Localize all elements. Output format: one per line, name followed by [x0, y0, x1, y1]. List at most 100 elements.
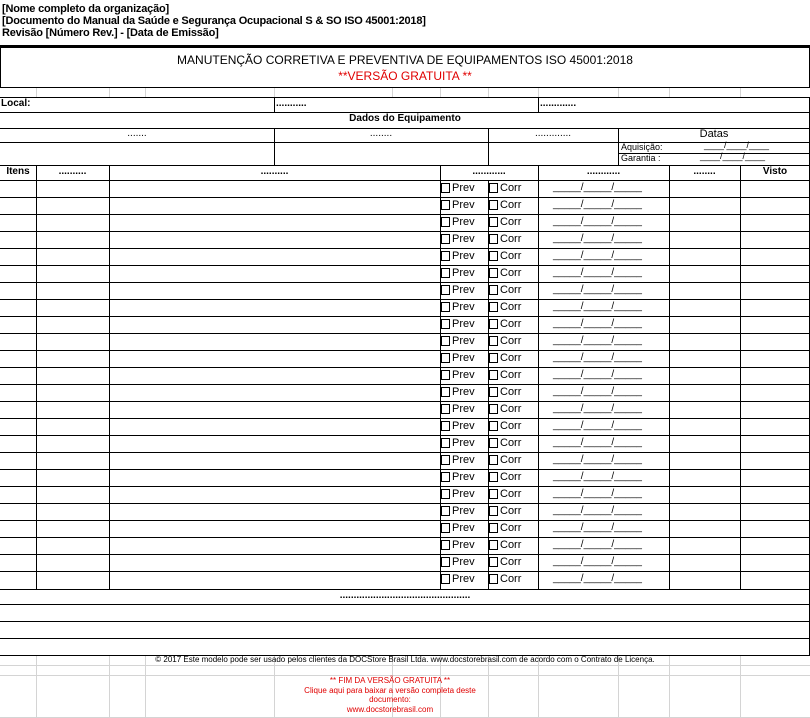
checkbox-icon[interactable]: [489, 370, 498, 380]
date-field[interactable]: _____/_____/_____: [553, 233, 642, 244]
prev-checkbox[interactable]: Prev: [441, 318, 475, 330]
prev-checkbox[interactable]: Prev: [441, 454, 475, 466]
date-field[interactable]: _____/_____/_____: [553, 505, 642, 516]
prev-checkbox[interactable]: Prev: [441, 335, 475, 347]
date-field[interactable]: _____/_____/_____: [553, 284, 642, 295]
date-field[interactable]: _____/_____/_____: [553, 216, 642, 227]
checkbox-icon[interactable]: [489, 523, 498, 533]
date-field[interactable]: _____/_____/_____: [553, 556, 642, 567]
checkbox-icon[interactable]: [441, 438, 450, 448]
prev-checkbox[interactable]: Prev: [441, 182, 475, 194]
corr-checkbox[interactable]: Corr: [489, 182, 521, 194]
checkbox-icon[interactable]: [489, 455, 498, 465]
prev-checkbox[interactable]: Prev: [441, 420, 475, 432]
warranty-date[interactable]: ____/____/____: [700, 151, 766, 161]
date-field[interactable]: _____/_____/_____: [553, 488, 642, 499]
date-field[interactable]: _____/_____/_____: [553, 539, 642, 550]
checkbox-icon[interactable]: [489, 319, 498, 329]
date-field[interactable]: _____/_____/_____: [553, 250, 642, 261]
checkbox-icon[interactable]: [441, 285, 450, 295]
checkbox-icon[interactable]: [441, 268, 450, 278]
checkbox-icon[interactable]: [489, 353, 498, 363]
checkbox-icon[interactable]: [441, 183, 450, 193]
local-field-2[interactable]: ...........: [276, 98, 307, 109]
date-field[interactable]: _____/_____/_____: [553, 420, 642, 431]
corr-checkbox[interactable]: Corr: [489, 471, 521, 483]
date-field[interactable]: _____/_____/_____: [553, 437, 642, 448]
corr-checkbox[interactable]: Corr: [489, 267, 521, 279]
checkbox-icon[interactable]: [489, 336, 498, 346]
checkbox-icon[interactable]: [489, 234, 498, 244]
corr-checkbox[interactable]: Corr: [489, 318, 521, 330]
corr-checkbox[interactable]: Corr: [489, 301, 521, 313]
checkbox-icon[interactable]: [489, 268, 498, 278]
checkbox-icon[interactable]: [441, 217, 450, 227]
corr-checkbox[interactable]: Corr: [489, 335, 521, 347]
corr-checkbox[interactable]: Corr: [489, 488, 521, 500]
checkbox-icon[interactable]: [441, 523, 450, 533]
corr-checkbox[interactable]: Corr: [489, 454, 521, 466]
corr-checkbox[interactable]: Corr: [489, 199, 521, 211]
checkbox-icon[interactable]: [441, 234, 450, 244]
corr-checkbox[interactable]: Corr: [489, 216, 521, 228]
download-link[interactable]: ** FIM DA VERSÃO GRATUITA ** Clique aqui…: [250, 676, 530, 714]
prev-checkbox[interactable]: Prev: [441, 386, 475, 398]
corr-checkbox[interactable]: Corr: [489, 522, 521, 534]
checkbox-icon[interactable]: [441, 370, 450, 380]
checkbox-icon[interactable]: [489, 421, 498, 431]
checkbox-icon[interactable]: [441, 557, 450, 567]
corr-checkbox[interactable]: Corr: [489, 573, 521, 585]
date-field[interactable]: _____/_____/_____: [553, 267, 642, 278]
date-field[interactable]: _____/_____/_____: [553, 182, 642, 193]
checkbox-icon[interactable]: [441, 200, 450, 210]
corr-checkbox[interactable]: Corr: [489, 233, 521, 245]
corr-checkbox[interactable]: Corr: [489, 352, 521, 364]
checkbox-icon[interactable]: [489, 285, 498, 295]
date-field[interactable]: _____/_____/_____: [553, 335, 642, 346]
checkbox-icon[interactable]: [489, 557, 498, 567]
checkbox-icon[interactable]: [441, 540, 450, 550]
prev-checkbox[interactable]: Prev: [441, 505, 475, 517]
corr-checkbox[interactable]: Corr: [489, 420, 521, 432]
checkbox-icon[interactable]: [489, 200, 498, 210]
date-field[interactable]: _____/_____/_____: [553, 301, 642, 312]
corr-checkbox[interactable]: Corr: [489, 556, 521, 568]
prev-checkbox[interactable]: Prev: [441, 403, 475, 415]
date-field[interactable]: _____/_____/_____: [553, 454, 642, 465]
checkbox-icon[interactable]: [441, 336, 450, 346]
date-field[interactable]: _____/_____/_____: [553, 386, 642, 397]
checkbox-icon[interactable]: [489, 404, 498, 414]
corr-checkbox[interactable]: Corr: [489, 386, 521, 398]
checkbox-icon[interactable]: [489, 489, 498, 499]
prev-checkbox[interactable]: Prev: [441, 284, 475, 296]
prev-checkbox[interactable]: Prev: [441, 199, 475, 211]
date-field[interactable]: _____/_____/_____: [553, 369, 642, 380]
checkbox-icon[interactable]: [489, 251, 498, 261]
checkbox-icon[interactable]: [441, 506, 450, 516]
prev-checkbox[interactable]: Prev: [441, 573, 475, 585]
prev-checkbox[interactable]: Prev: [441, 522, 475, 534]
prev-checkbox[interactable]: Prev: [441, 437, 475, 449]
prev-checkbox[interactable]: Prev: [441, 556, 475, 568]
prev-checkbox[interactable]: Prev: [441, 233, 475, 245]
checkbox-icon[interactable]: [489, 472, 498, 482]
checkbox-icon[interactable]: [441, 387, 450, 397]
prev-checkbox[interactable]: Prev: [441, 352, 475, 364]
prev-checkbox[interactable]: Prev: [441, 539, 475, 551]
prev-checkbox[interactable]: Prev: [441, 250, 475, 262]
date-field[interactable]: _____/_____/_____: [553, 199, 642, 210]
checkbox-icon[interactable]: [489, 438, 498, 448]
checkbox-icon[interactable]: [441, 319, 450, 329]
prev-checkbox[interactable]: Prev: [441, 369, 475, 381]
date-field[interactable]: _____/_____/_____: [553, 352, 642, 363]
corr-checkbox[interactable]: Corr: [489, 539, 521, 551]
local-field-3[interactable]: .............: [540, 98, 577, 109]
date-field[interactable]: _____/_____/_____: [553, 522, 642, 533]
acquisition-date[interactable]: ____/____/____: [704, 140, 770, 150]
checkbox-icon[interactable]: [489, 540, 498, 550]
checkbox-icon[interactable]: [441, 404, 450, 414]
checkbox-icon[interactable]: [441, 251, 450, 261]
checkbox-icon[interactable]: [441, 302, 450, 312]
checkbox-icon[interactable]: [441, 472, 450, 482]
checkbox-icon[interactable]: [489, 387, 498, 397]
